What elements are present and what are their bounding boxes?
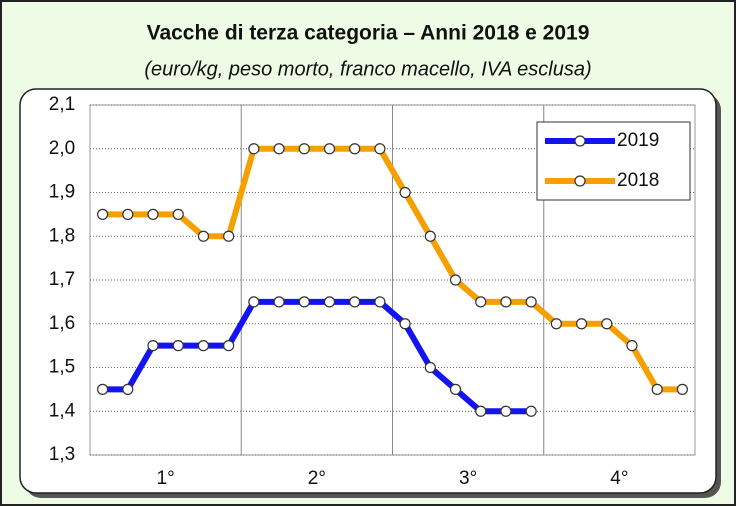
- data-point: [500, 405, 512, 417]
- data-point: [273, 296, 285, 308]
- y-tick-label: 1,6: [49, 313, 75, 334]
- data-point: [298, 143, 310, 155]
- data-point: [601, 318, 613, 330]
- data-point: [449, 383, 462, 395]
- data-point: [223, 340, 235, 352]
- legend-marker: [574, 175, 586, 187]
- data-point: [424, 361, 436, 374]
- data-point: [248, 296, 260, 308]
- data-point: [197, 340, 210, 352]
- y-tick-label: 2,1: [49, 94, 75, 115]
- data-point: [651, 383, 663, 395]
- x-tick-label: 1°: [157, 468, 175, 489]
- data-point: [197, 230, 210, 242]
- data-point: [475, 296, 487, 308]
- y-tick-label: 1,4: [49, 400, 76, 421]
- legend-marker: [574, 135, 586, 147]
- data-point: [172, 208, 184, 220]
- data-point: [424, 230, 436, 242]
- data-point: [475, 405, 487, 417]
- data-point: [550, 318, 562, 330]
- y-tick-label: 1,8: [49, 225, 75, 246]
- data-point: [374, 296, 386, 308]
- data-point: [575, 318, 588, 330]
- x-tick-label: 4°: [610, 468, 628, 489]
- data-point: [676, 383, 688, 395]
- x-tick-label: 2°: [308, 468, 326, 489]
- data-point: [349, 296, 361, 308]
- data-point: [349, 143, 361, 155]
- data-point: [97, 208, 109, 220]
- y-tick-label: 1,5: [49, 357, 75, 378]
- data-point: [122, 208, 134, 220]
- data-point: [399, 318, 411, 330]
- data-point: [525, 405, 537, 417]
- y-tick-label: 2,0: [49, 138, 75, 159]
- data-point: [399, 186, 411, 199]
- data-point: [248, 143, 260, 155]
- data-point: [323, 296, 336, 308]
- y-tick-label: 1,9: [49, 182, 75, 203]
- y-tick-label: 1,7: [49, 269, 75, 290]
- data-point: [273, 143, 285, 155]
- legend-label: 2018: [617, 170, 659, 191]
- data-point: [223, 230, 235, 242]
- data-point: [122, 383, 134, 395]
- data-point: [500, 296, 512, 308]
- data-point: [525, 296, 537, 308]
- data-point: [172, 340, 184, 352]
- chart-title: Vacche di terza categoria – Anni 2018 e …: [147, 22, 590, 45]
- x-tick-label: 3°: [459, 468, 477, 489]
- data-point: [298, 296, 310, 308]
- data-point: [147, 340, 159, 352]
- legend-box: [536, 121, 691, 201]
- chart-subtitle: (euro/kg, peso morto, franco macello, IV…: [144, 58, 591, 80]
- legend-label: 2019: [617, 130, 659, 151]
- data-point: [626, 340, 638, 352]
- data-point: [449, 274, 462, 286]
- data-point: [323, 143, 336, 155]
- y-tick-label: 1,3: [49, 444, 75, 465]
- data-point: [147, 208, 159, 220]
- data-point: [97, 383, 109, 395]
- data-point: [374, 143, 386, 155]
